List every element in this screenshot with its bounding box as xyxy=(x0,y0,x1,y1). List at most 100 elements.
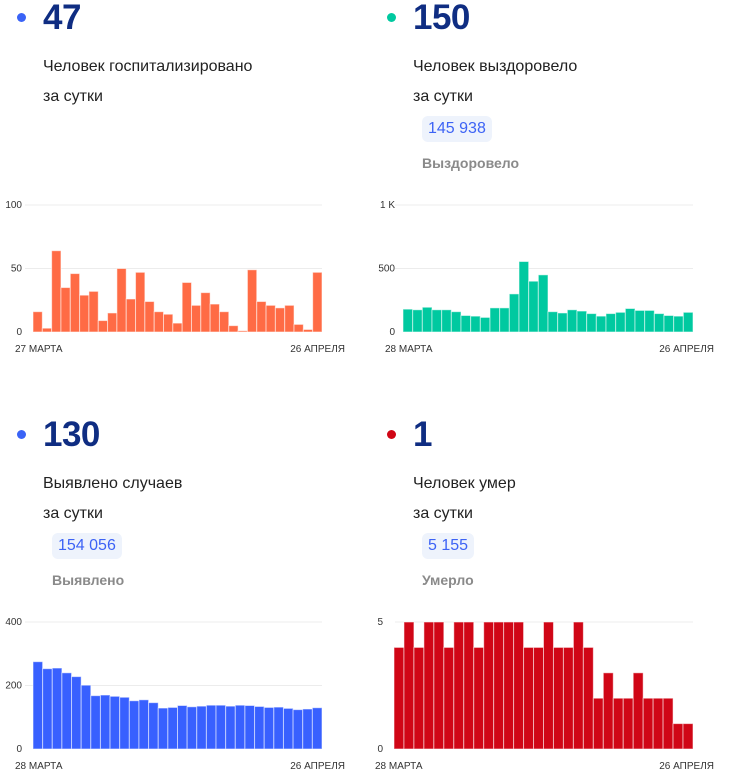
bar xyxy=(302,328,314,333)
bar xyxy=(196,705,207,750)
bar xyxy=(144,301,155,333)
bar-chart-hospitalized: 0 50 100 27 МАРТА 26 АПРЕЛЯ xyxy=(5,200,345,355)
bar xyxy=(256,301,267,333)
bar xyxy=(453,621,465,750)
bar xyxy=(293,323,304,333)
bar xyxy=(125,298,137,333)
stat-label: Выявлено случаев за сутки xyxy=(43,475,183,522)
y-tick-label: 1 K xyxy=(380,200,395,211)
bar xyxy=(403,621,415,750)
bar xyxy=(71,676,82,750)
bar xyxy=(605,313,617,333)
stat-panel-recovered: 150 Человек выздоровело за сутки 145 938 … xyxy=(370,0,731,360)
bar xyxy=(634,309,646,333)
x-end-label: 26 АПРЕЛЯ xyxy=(659,344,714,355)
bar xyxy=(254,705,265,750)
bar xyxy=(225,705,236,750)
bar xyxy=(489,307,501,333)
bar xyxy=(562,646,574,750)
bar xyxy=(172,322,183,333)
bar xyxy=(537,274,549,333)
bar xyxy=(79,294,90,333)
bar xyxy=(265,304,276,333)
bar xyxy=(51,250,62,333)
bar xyxy=(499,307,510,333)
bullet-dot-icon xyxy=(17,13,26,22)
bar xyxy=(32,661,44,750)
bullet-dot-icon xyxy=(387,430,396,439)
bar xyxy=(244,705,256,750)
stat-label: Человек выздоровело за сутки xyxy=(413,58,578,105)
stat-panel-deaths: 1 Человек умер за сутки 5 155 Умерло 0 5 28… xyxy=(370,415,731,777)
bar xyxy=(41,327,53,333)
bullet-dot-icon xyxy=(387,13,396,22)
bar xyxy=(441,309,452,333)
bar xyxy=(107,312,118,333)
bar xyxy=(99,694,111,750)
bar xyxy=(473,646,485,750)
bar xyxy=(263,706,275,750)
bar xyxy=(69,273,81,333)
stat-label: Человек госпитализировано за сутки xyxy=(43,58,253,105)
total-badge: 154 056 xyxy=(52,533,122,559)
y-tick-label: 500 xyxy=(378,264,395,275)
bar xyxy=(181,281,192,333)
bar xyxy=(513,621,525,750)
bar xyxy=(116,268,127,333)
bar xyxy=(128,700,140,750)
y-tick-label: 0 xyxy=(16,327,22,338)
bar xyxy=(552,646,564,750)
bullet-dot-icon xyxy=(17,430,26,439)
bar xyxy=(119,696,130,750)
bar xyxy=(311,707,323,750)
y-tick-label: 0 xyxy=(389,327,395,338)
x-end-label: 26 АПРЕЛЯ xyxy=(290,761,345,772)
bar xyxy=(186,706,198,750)
bar xyxy=(682,723,694,750)
x-start-label: 27 МАРТА xyxy=(15,344,63,355)
bar xyxy=(663,314,675,333)
bar xyxy=(413,646,425,750)
bar xyxy=(595,315,607,333)
bar xyxy=(644,309,655,333)
bar xyxy=(503,621,515,750)
bar xyxy=(463,621,475,750)
bar xyxy=(200,292,211,333)
bar xyxy=(402,308,414,333)
total-label: Выявлено xyxy=(52,572,125,588)
bar xyxy=(109,695,121,750)
x-end-label: 26 АПРЕЛЯ xyxy=(290,344,345,355)
bar xyxy=(51,667,63,750)
bar xyxy=(135,271,146,333)
bar xyxy=(582,646,594,750)
bar xyxy=(215,704,227,750)
bar xyxy=(153,311,165,333)
bar xyxy=(576,310,588,333)
stat-label: Человек умер за сутки xyxy=(413,475,516,522)
bar xyxy=(138,699,150,750)
bar xyxy=(470,315,481,333)
bar xyxy=(90,695,101,750)
bar xyxy=(284,304,295,333)
bar xyxy=(433,621,445,750)
bar xyxy=(566,309,578,333)
bar xyxy=(421,306,433,333)
bar xyxy=(493,621,505,750)
bar xyxy=(653,313,665,333)
bar-chart-deaths: 0 5 28 МАРТА 26 АПРЕЛЯ xyxy=(375,617,714,772)
y-tick-label: 100 xyxy=(5,200,22,211)
bar xyxy=(32,311,43,333)
bar xyxy=(177,705,188,750)
bar xyxy=(672,723,684,750)
bar xyxy=(622,697,634,750)
bar xyxy=(518,261,530,333)
x-start-label: 28 МАРТА xyxy=(375,761,423,772)
bar xyxy=(431,309,443,333)
bar xyxy=(592,697,604,750)
bar xyxy=(393,646,405,750)
bar xyxy=(615,311,626,333)
y-tick-label: 400 xyxy=(5,617,22,628)
total-badge: 145 938 xyxy=(422,116,492,142)
bar xyxy=(557,312,568,333)
bar xyxy=(624,308,636,333)
